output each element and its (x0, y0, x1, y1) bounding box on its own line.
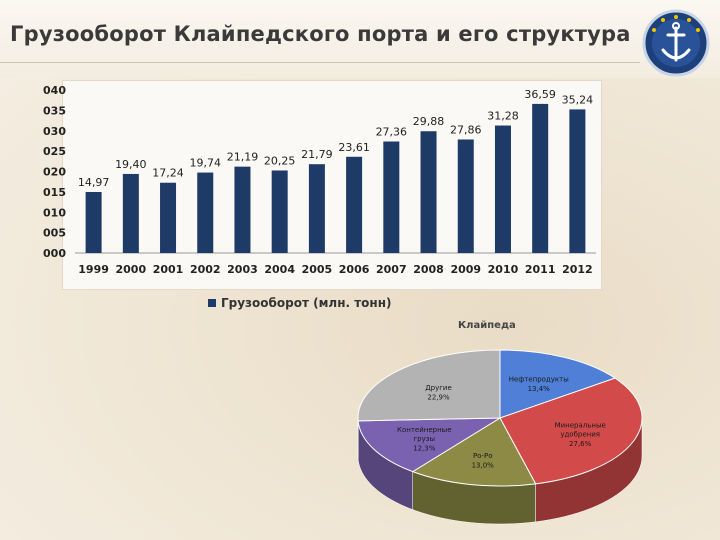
y-tick-label: 000 (43, 247, 66, 260)
pie-slice-value: 12,3% (413, 445, 436, 453)
page-title: Грузооборот Клайпедского порта и его стр… (10, 22, 631, 46)
bar (234, 166, 251, 253)
x-tick-label: 2001 (153, 263, 184, 276)
title-bar: Грузооборот Клайпедского порта и его стр… (0, 0, 720, 78)
x-tick-label: 2007 (376, 263, 407, 276)
bar (532, 103, 549, 253)
bar-chart-legend: Грузооборот (млн. тонн) (208, 296, 391, 310)
bar (308, 164, 325, 253)
bar-value-label: 27,86 (450, 123, 482, 136)
bar-value-label: 20,25 (264, 154, 296, 167)
pie-slice-value: 27,6% (569, 440, 592, 448)
pie-slice (411, 417, 537, 487)
pie-chart-title: Клайпеда (458, 320, 516, 331)
bar-value-label: 36,59 (524, 88, 556, 101)
bar (85, 191, 102, 253)
x-tick-label: 2008 (413, 263, 444, 276)
title-divider (0, 62, 640, 63)
bar-value-label: 21,79 (301, 148, 333, 161)
x-tick-label: 2003 (227, 263, 258, 276)
y-tick-label: 040 (43, 84, 66, 97)
y-tick-label: 035 (43, 104, 66, 117)
pie-slice-label: Ро-Ро (473, 452, 493, 460)
bar-value-label: 29,88 (413, 115, 445, 128)
bar-value-label: 31,28 (487, 110, 519, 123)
y-tick-label: 015 (43, 186, 66, 199)
y-tick-label: 005 (43, 227, 66, 240)
bar-value-label: 17,24 (152, 167, 184, 180)
bar-chart: 000 005 010 015 020 025 030 035 040 14,97 1999 19,4… (43, 84, 596, 276)
pie-slice-label: грузы (413, 435, 435, 443)
pie-slice-label: Другие (425, 384, 452, 392)
bar (457, 139, 474, 253)
bar-value-label: 35,24 (562, 93, 594, 106)
legend-swatch (208, 299, 216, 307)
pie-slice (357, 349, 501, 422)
x-tick-label: 2010 (488, 263, 519, 276)
x-tick-label: 2004 (264, 263, 295, 276)
y-tick-label: 020 (43, 166, 66, 179)
bar-value-label: 14,97 (78, 176, 110, 189)
pie-slice-label: Минеральные (555, 421, 606, 429)
bar (494, 125, 511, 253)
x-tick-label: 2009 (450, 263, 481, 276)
bar-value-label: 19,40 (115, 158, 147, 171)
pie-slice (499, 349, 617, 419)
y-tick-label: 030 (43, 125, 66, 138)
pie-slice-value: 13,4% (528, 385, 551, 393)
pie-slice-label: удобрения (560, 430, 600, 438)
x-tick-label: 2006 (339, 263, 370, 276)
x-tick-label: 2002 (190, 263, 221, 276)
pie-slice (357, 417, 502, 473)
x-tick-label: 2000 (116, 263, 147, 276)
legend-label: Грузооборот (млн. тонн) (221, 296, 392, 310)
pie-slice (499, 377, 643, 485)
bar-value-label: 19,74 (190, 157, 222, 170)
bar-chart-panel (62, 80, 602, 290)
bar-value-label: 23,61 (338, 141, 370, 154)
y-tick-label: 025 (43, 145, 66, 158)
pie-slice-value: 13,0% (472, 461, 495, 469)
x-tick-label: 1999 (78, 263, 109, 276)
bar-value-label: 27,36 (376, 126, 408, 139)
bar (420, 131, 437, 253)
x-tick-label: 2012 (562, 263, 593, 276)
pie-slice-value: 22,9% (427, 393, 450, 401)
pie-slice-label: Нефтепродукты (509, 376, 569, 384)
port-logo-icon (642, 9, 710, 77)
x-tick-label: 2011 (525, 263, 556, 276)
bar (569, 109, 586, 253)
bar (383, 141, 400, 253)
bar (346, 156, 363, 253)
bar (122, 173, 139, 253)
bar (271, 170, 288, 253)
x-tick-label: 2005 (302, 263, 333, 276)
bar (197, 172, 214, 253)
y-tick-label: 010 (43, 206, 66, 219)
bar-value-label: 21,19 (227, 151, 259, 164)
bar (160, 182, 177, 253)
pie-slice-label: Контейнерные (397, 426, 452, 434)
